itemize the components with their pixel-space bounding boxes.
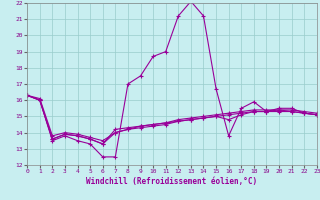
- X-axis label: Windchill (Refroidissement éolien,°C): Windchill (Refroidissement éolien,°C): [86, 177, 258, 186]
